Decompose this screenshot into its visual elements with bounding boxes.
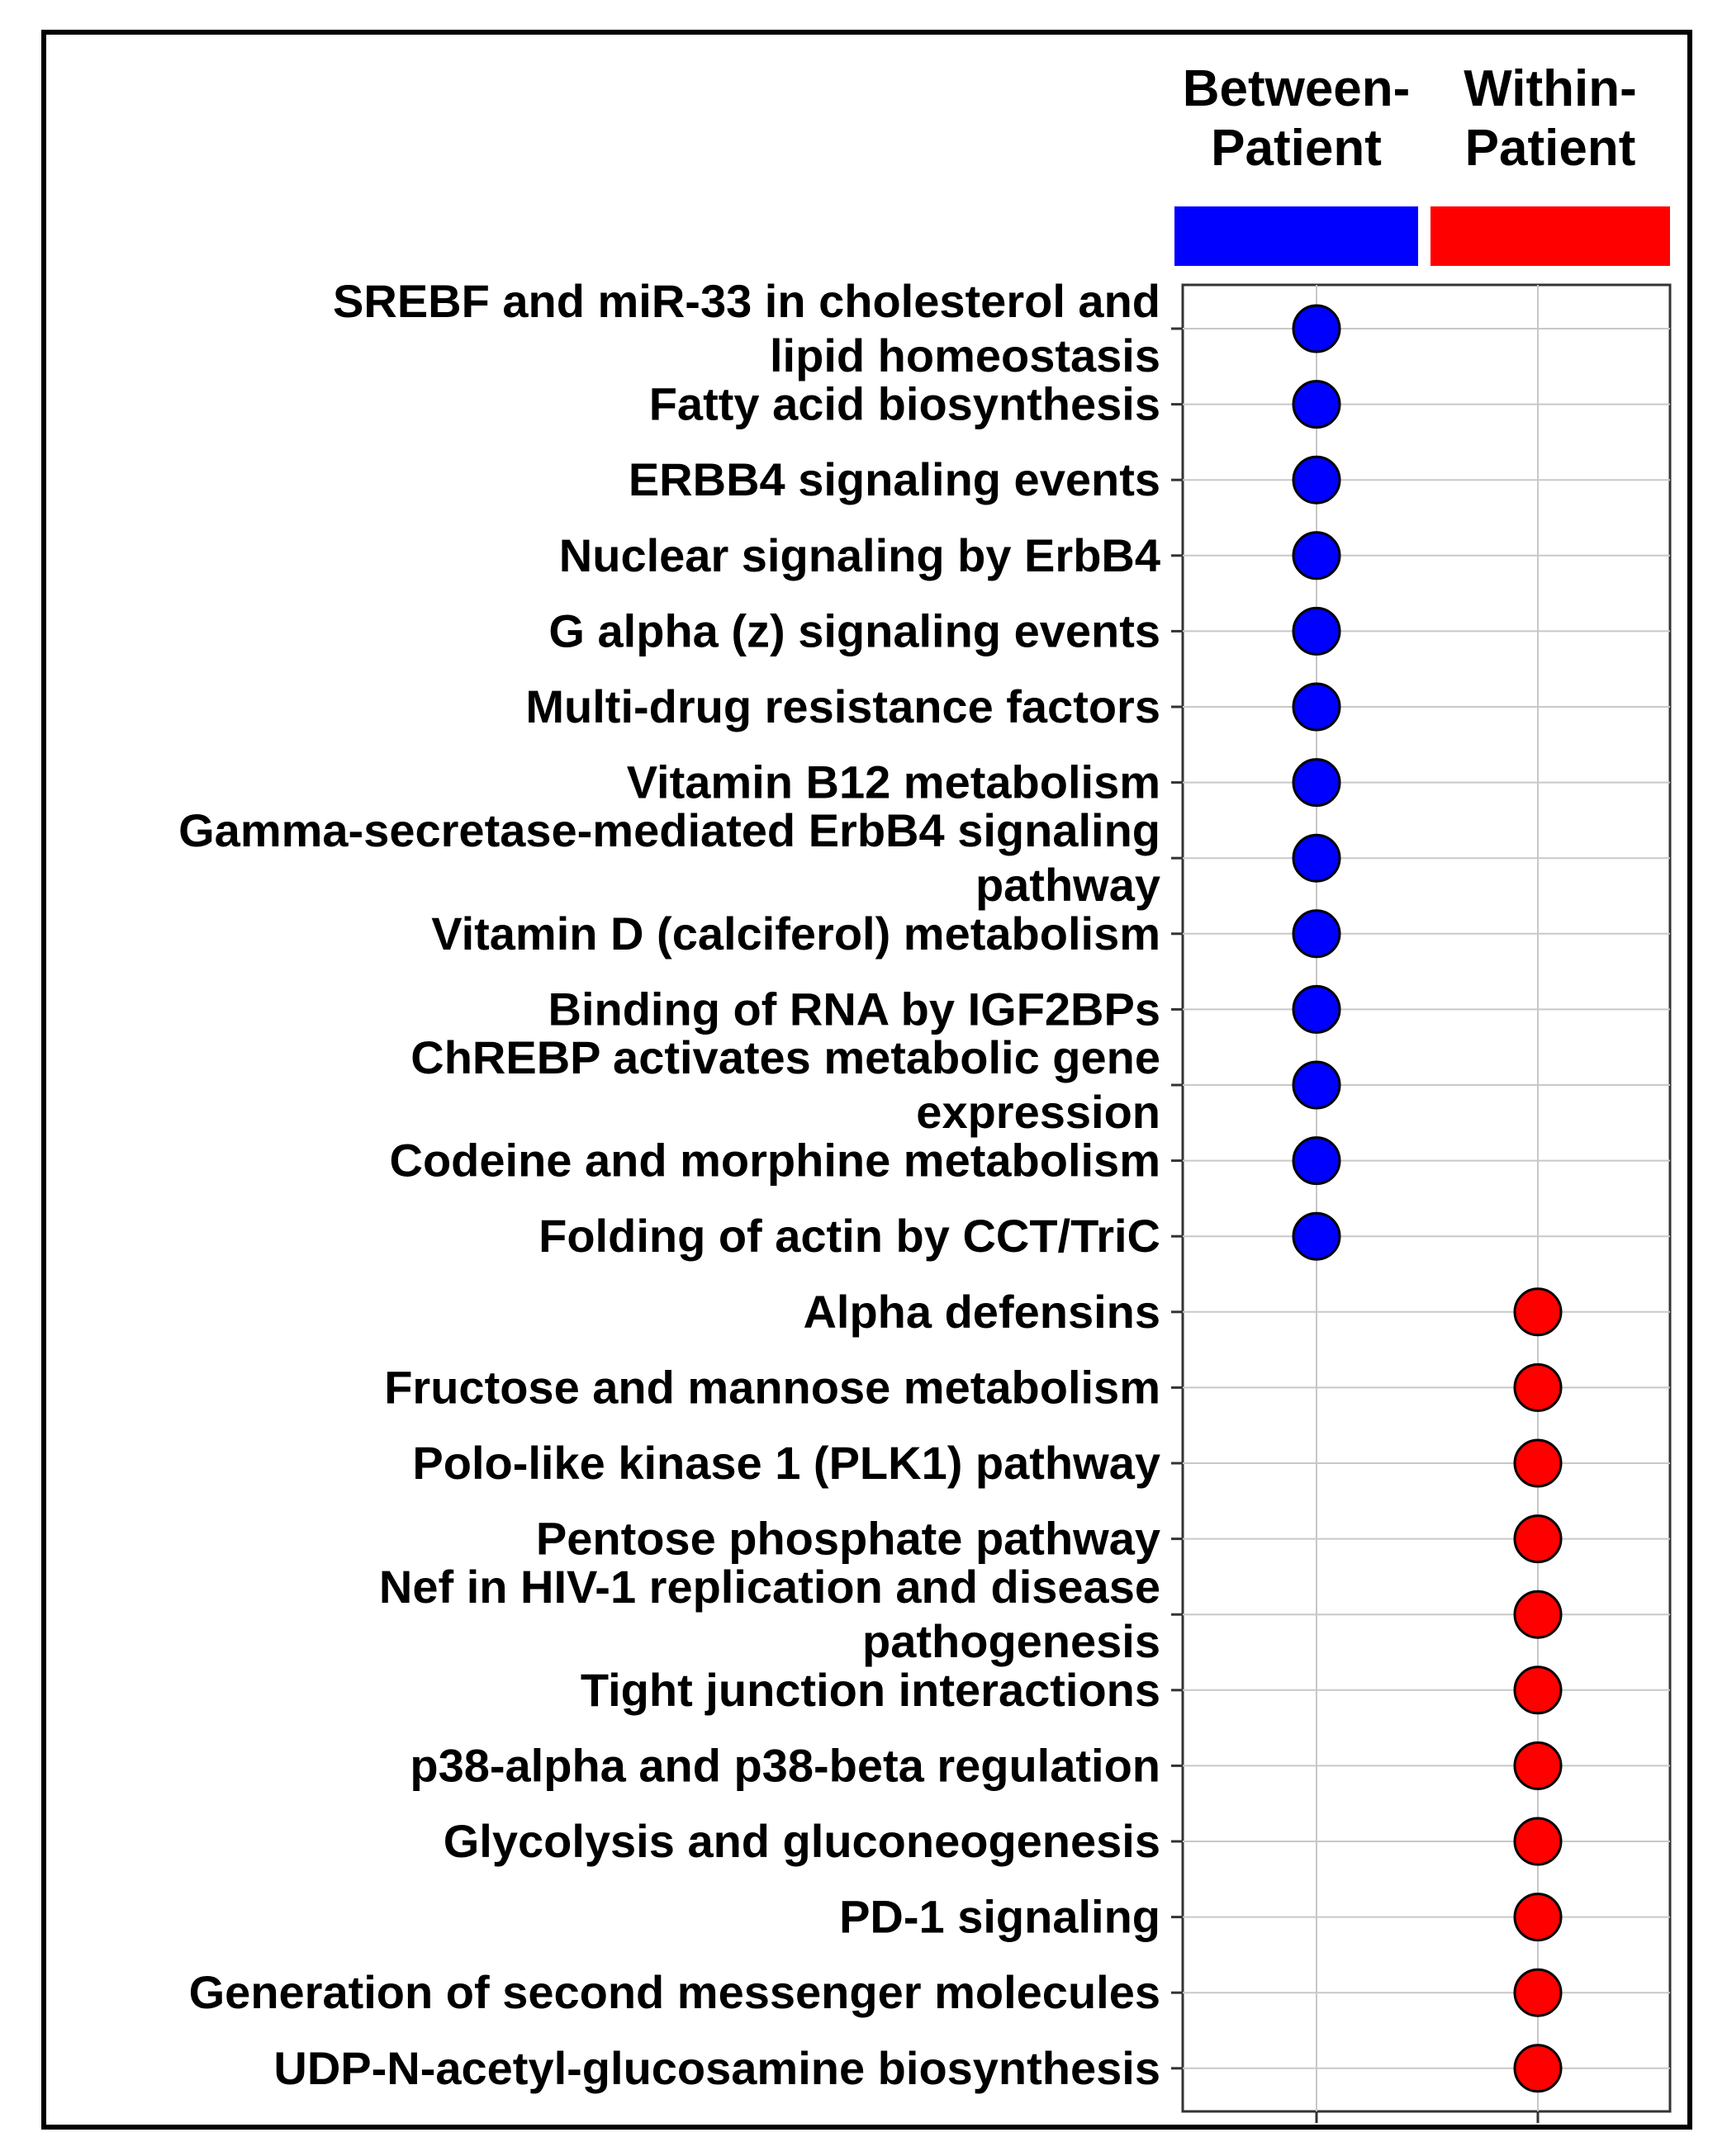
row-label: Polo-like kinase 1 (PLK1) pathway bbox=[412, 1437, 1160, 1489]
dot-between-patient bbox=[1292, 833, 1341, 883]
dot-between-patient bbox=[1292, 1136, 1341, 1186]
row-label: Glycolysis and gluconeogenesis bbox=[444, 1815, 1160, 1867]
dot-between-patient bbox=[1292, 1211, 1341, 1261]
row-label: Nuclear signaling by ErbB4 bbox=[559, 529, 1160, 581]
row-label: Fatty acid biosynthesis bbox=[649, 378, 1160, 430]
dot-within-patient bbox=[1513, 1590, 1563, 1639]
dot-within-patient bbox=[1513, 1666, 1563, 1715]
dot-between-patient bbox=[1292, 606, 1341, 656]
dots bbox=[1292, 304, 1563, 2093]
dot-between-patient bbox=[1292, 984, 1341, 1034]
row-label: Fructose and mannose metabolism bbox=[384, 1361, 1160, 1413]
row-labels: SREBF and miR-33 in cholesterol andlipid… bbox=[178, 275, 1160, 2094]
dot-within-patient bbox=[1513, 1438, 1563, 1488]
dot-between-patient bbox=[1292, 1060, 1341, 1110]
row-label: ERBB4 signaling events bbox=[629, 453, 1160, 505]
plot-panel bbox=[1181, 283, 1672, 2113]
row-label: Gamma-secretase-mediated ErbB4 signaling bbox=[178, 804, 1160, 856]
row-label: pathway bbox=[975, 859, 1160, 911]
row-label: Vitamin D (calciferol) metabolism bbox=[431, 907, 1160, 960]
column-bar-between-patient bbox=[1174, 206, 1418, 266]
dot-within-patient bbox=[1513, 1817, 1563, 1866]
dot-within-patient bbox=[1513, 1893, 1563, 1942]
row-label: Binding of RNA by IGF2BPs bbox=[548, 983, 1160, 1035]
row-label: Alpha defensins bbox=[803, 1286, 1160, 1338]
column-bar-within-patient bbox=[1430, 206, 1670, 266]
column-header-between-patient: Between- bbox=[1183, 60, 1411, 117]
row-label: Vitamin B12 metabolism bbox=[627, 756, 1160, 808]
dot-between-patient bbox=[1292, 682, 1341, 732]
row-label: expression bbox=[916, 1086, 1160, 1138]
row-label: Codeine and morphine metabolism bbox=[390, 1135, 1160, 1187]
row-label: Folding of actin by CCT/TriC bbox=[539, 1210, 1160, 1262]
dot-within-patient bbox=[1513, 1287, 1563, 1337]
dot-between-patient bbox=[1292, 380, 1341, 429]
dot-within-patient bbox=[1513, 2044, 1563, 2093]
dot-within-patient bbox=[1513, 1362, 1563, 1412]
dot-between-patient bbox=[1292, 531, 1341, 580]
dot-between-patient bbox=[1292, 758, 1341, 808]
column-header-between-patient: Patient bbox=[1211, 120, 1382, 177]
grid bbox=[1171, 283, 1672, 2123]
row-label: Tight junction interactions bbox=[581, 1664, 1160, 1716]
row-label: lipid homeostasis bbox=[770, 329, 1160, 381]
dot-between-patient bbox=[1292, 455, 1341, 505]
row-label: p38-alpha and p38-beta regulation bbox=[410, 1739, 1160, 1791]
column-header-within-patient: Patient bbox=[1465, 120, 1636, 177]
dot-within-patient bbox=[1513, 1968, 1563, 2017]
row-label: ChREBP activates metabolic gene bbox=[410, 1031, 1160, 1083]
row-label: Multi-drug resistance factors bbox=[525, 680, 1160, 732]
row-label: Pentose phosphate pathway bbox=[536, 1513, 1160, 1565]
row-label: G alpha (z) signaling events bbox=[548, 604, 1160, 656]
column-header-within-patient: Within- bbox=[1464, 60, 1636, 117]
row-label: Generation of second messenger molecules bbox=[189, 1966, 1160, 2018]
dot-within-patient bbox=[1513, 1514, 1563, 1564]
dot-within-patient bbox=[1513, 1741, 1563, 1790]
dot-between-patient bbox=[1292, 304, 1341, 353]
dot-between-patient bbox=[1292, 909, 1341, 959]
figure-frame bbox=[41, 30, 1692, 2130]
row-label: SREBF and miR-33 in cholesterol and bbox=[333, 275, 1160, 327]
row-label: UDP-N-acetyl-glucosamine biosynthesis bbox=[273, 2042, 1160, 2094]
row-label: Nef in HIV-1 replication and disease bbox=[379, 1561, 1160, 1613]
row-label: PD-1 signaling bbox=[839, 1891, 1160, 1943]
row-label: pathogenesis bbox=[862, 1615, 1160, 1667]
